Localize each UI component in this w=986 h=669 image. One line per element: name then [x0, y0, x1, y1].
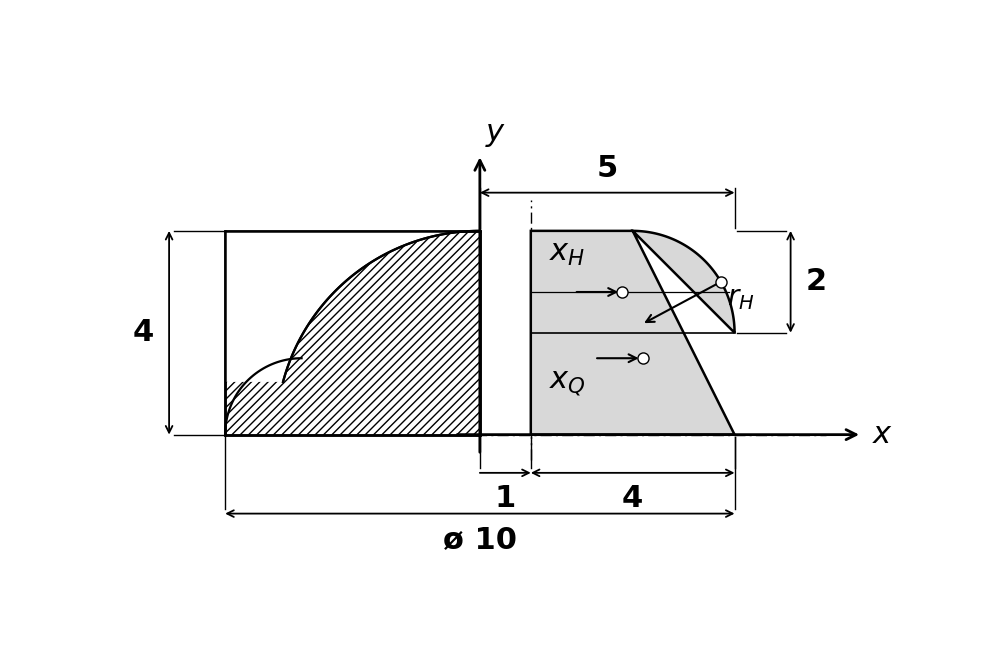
Text: ø 10: ø 10 [443, 524, 517, 554]
Text: $x_H$: $x_H$ [548, 240, 585, 268]
Text: 5: 5 [597, 155, 618, 183]
Polygon shape [225, 231, 480, 435]
Text: $x$: $x$ [872, 420, 893, 449]
Text: 4: 4 [622, 484, 643, 513]
Text: $y$: $y$ [485, 120, 506, 149]
Text: $x_Q$: $x_Q$ [548, 369, 586, 398]
Text: 4: 4 [132, 318, 154, 347]
Text: 2: 2 [806, 268, 827, 296]
Text: 1: 1 [495, 484, 516, 513]
Text: $r_H$: $r_H$ [727, 284, 754, 312]
Polygon shape [225, 231, 480, 382]
Polygon shape [530, 231, 735, 435]
